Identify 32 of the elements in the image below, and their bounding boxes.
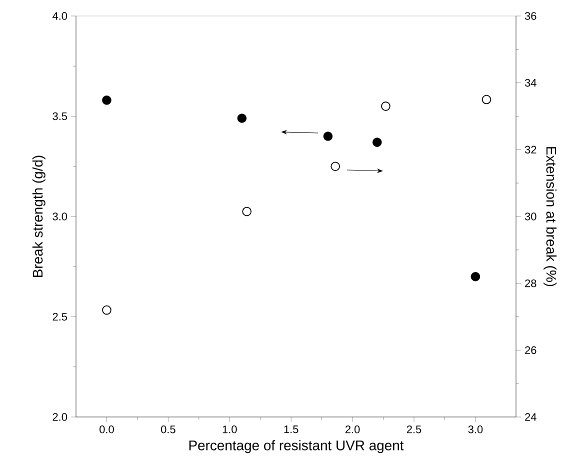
y-tick-label: 2.0 (52, 413, 68, 421)
y-tick-label: 2.5 (52, 312, 68, 321)
point (470, 272, 480, 282)
x-tick-label: 0.5 (160, 426, 176, 434)
y2-axis-title: Extension at break (%) (544, 147, 557, 286)
point (372, 138, 382, 147)
x-tick-label: 2.0 (345, 426, 360, 434)
y2-tick-label: 32 (524, 146, 536, 154)
point (323, 132, 333, 141)
point (330, 162, 340, 172)
y-tick-label: 3.0 (52, 212, 68, 220)
y2-tick-label: 36 (524, 12, 536, 20)
y2-tick-label: 24 (525, 413, 536, 421)
point (242, 206, 252, 216)
x-tick-label: 2.5 (406, 426, 422, 434)
point (102, 305, 112, 315)
point (102, 96, 112, 105)
y2-tick-label: 30 (524, 212, 536, 220)
y2-tick-label: 34 (524, 78, 536, 87)
y-axis-title: Break strength (g/d) (32, 156, 46, 277)
point (482, 94, 492, 104)
point (381, 102, 390, 111)
x-axis-title: Percentage of resistant UVR agent (189, 440, 404, 454)
y2-tick-label: 26 (525, 346, 536, 354)
x-tick-label: 0.0 (100, 426, 114, 434)
point (237, 114, 247, 123)
y-tick-label: 3.5 (52, 112, 68, 120)
y-tick-label: 4.0 (52, 12, 68, 20)
x-tick-label: 1.0 (222, 426, 237, 434)
x-tick-label: 3.0 (468, 426, 483, 434)
x-tick-label: 1.5 (284, 426, 298, 434)
y2-tick-label: 28 (525, 279, 536, 288)
